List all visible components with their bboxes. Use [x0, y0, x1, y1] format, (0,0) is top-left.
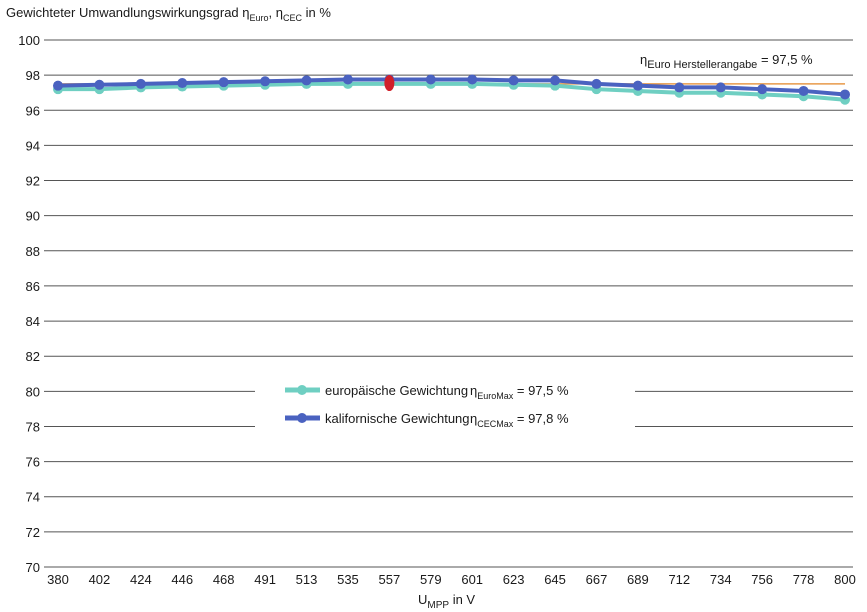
- y-tick-labels: 70 72 74 76 78 80 82 84 86 88 90 92 94 96 98 100: [18, 33, 40, 575]
- data-point-series-1: [715, 82, 726, 93]
- data-point-series-1: [177, 78, 188, 89]
- y-tick-label: 94: [26, 138, 40, 153]
- legend-label-cec: kalifornische Gewichtung: [325, 411, 470, 426]
- y-tick-label: 76: [26, 455, 40, 470]
- legend: europäische Gewichtung ηEuroMax = 97,5 %…: [255, 376, 635, 436]
- y-tick-label: 100: [18, 33, 40, 48]
- series-line-0: [58, 81, 846, 102]
- x-tick-label: 712: [668, 572, 690, 587]
- x-tick-label: 689: [627, 572, 649, 587]
- x-tick-label: 491: [254, 572, 276, 587]
- x-tick-label: 579: [420, 572, 442, 587]
- data-point-series-1: [218, 77, 229, 88]
- y-tick-label: 90: [26, 209, 40, 224]
- x-tick-label: 601: [461, 572, 483, 587]
- x-tick-label: 645: [544, 572, 566, 587]
- data-point-series-1: [798, 85, 809, 96]
- legend-label-euro: europäische Gewichtung: [325, 383, 468, 398]
- data-point-series-1: [53, 80, 63, 91]
- series-line-1: [57, 77, 846, 97]
- legend-background: [255, 376, 635, 436]
- data-point-series-1: [591, 78, 602, 89]
- legend-eta-cec: ηCECMax = 97,8 %: [470, 411, 569, 429]
- y-tick-label: 88: [26, 244, 40, 259]
- data-point-series-1: [674, 82, 685, 93]
- data-point-series-1: [342, 74, 353, 85]
- legend-item-europaeische: europäische Gewichtung ηEuroMax = 97,5 %: [285, 383, 569, 401]
- x-tick-label: 667: [586, 572, 608, 587]
- data-point-series-1: [632, 80, 643, 91]
- data-point-series-1: [94, 79, 105, 90]
- data-point-series-1: [425, 74, 436, 85]
- data-point-series-1: [260, 76, 271, 87]
- x-tick-label: 756: [751, 572, 773, 587]
- legend-item-kalifornische: kalifornische Gewichtung ηCECMax = 97,8 …: [285, 411, 569, 429]
- x-tick-labels: 380 402 424 446 468 491 513 535 557 579 601 623 645 6…: [47, 572, 856, 587]
- legend-eta-euro: ηEuroMax = 97,5 %: [470, 383, 569, 401]
- y-tick-label: 78: [26, 419, 40, 434]
- x-tick-label: 402: [89, 572, 111, 587]
- gridlines: [44, 39, 853, 568]
- x-tick-label: 380: [47, 572, 69, 587]
- x-tick-label: 513: [296, 572, 318, 587]
- legend-marker-cec: [297, 413, 307, 423]
- x-tick-label: 734: [710, 572, 732, 587]
- x-tick-label: 535: [337, 572, 359, 587]
- y-tick-label: 72: [26, 525, 40, 540]
- y-tick-label: 98: [26, 68, 40, 83]
- x-tick-label: 557: [379, 572, 401, 587]
- data-point-series-1: [508, 75, 519, 86]
- x-tick-label: 424: [130, 572, 152, 587]
- legend-marker-euro: [297, 385, 307, 395]
- y-tick-label: 86: [26, 279, 40, 294]
- data-point-series-1: [467, 74, 478, 85]
- reference-annotation: ηEuro Herstellerangabe = 97,5 %: [640, 52, 813, 71]
- y-tick-label: 80: [26, 384, 40, 399]
- y-tick-label: 82: [26, 349, 40, 364]
- y-tick-label: 92: [26, 174, 40, 189]
- data-point-series-1: [135, 78, 146, 89]
- data-point-series-1: [757, 84, 768, 95]
- highlight-point: [384, 75, 395, 92]
- chart-title: Gewichteter Umwandlungswirkungsgrad ηEur…: [6, 5, 331, 23]
- x-tick-label: 800: [834, 572, 856, 587]
- x-tick-label: 468: [213, 572, 235, 587]
- data-point-series-1: [840, 89, 850, 100]
- y-tick-label: 70: [26, 560, 40, 575]
- x-tick-label: 778: [793, 572, 815, 587]
- x-tick-label: 446: [171, 572, 193, 587]
- y-tick-label: 74: [26, 490, 40, 505]
- x-axis-label: UMPP in V: [418, 592, 475, 611]
- x-tick-label: 623: [503, 572, 525, 587]
- y-tick-label: 84: [26, 314, 40, 329]
- series-lines: [53, 74, 850, 105]
- y-tick-label: 96: [26, 103, 40, 118]
- data-point-series-1: [550, 75, 561, 86]
- data-point-series-1: [301, 75, 312, 86]
